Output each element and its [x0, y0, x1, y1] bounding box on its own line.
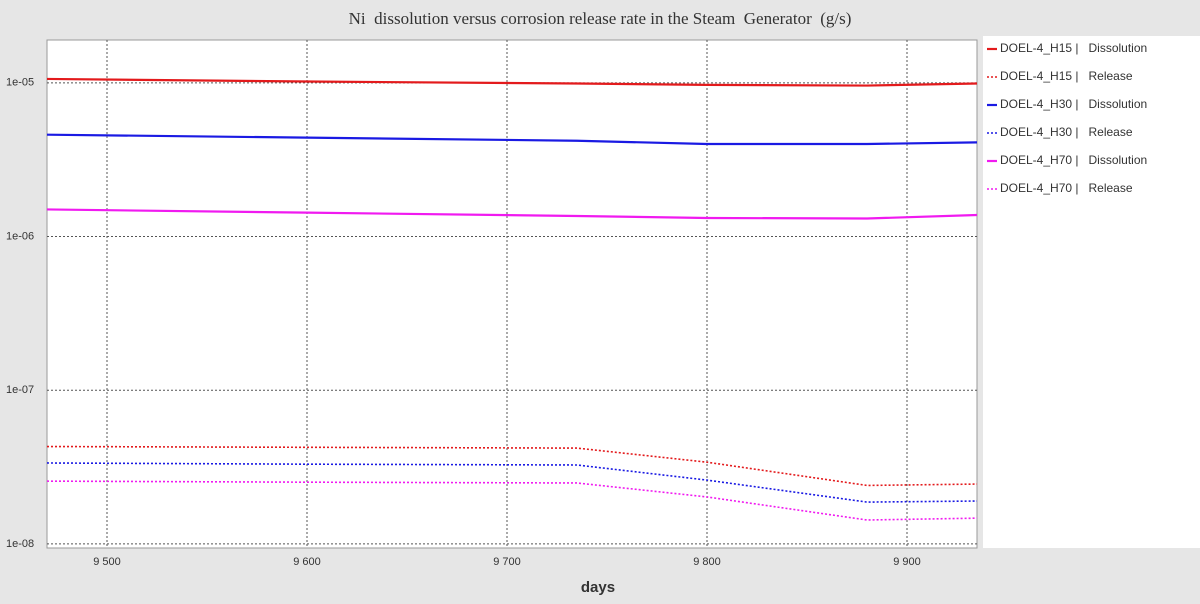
- legend-label: DOEL-4_H30 | Release: [1000, 125, 1133, 139]
- x-tick-label: 9 800: [693, 556, 721, 568]
- legend-label: DOEL-4_H70 | Dissolution: [1000, 153, 1147, 167]
- series-line: [46, 208, 978, 220]
- series-line: [46, 445, 978, 487]
- y-tick-label: 1e-05: [6, 77, 34, 89]
- x-tick-label: 9 900: [893, 556, 921, 568]
- y-tick-label: 1e-08: [6, 538, 34, 550]
- series-line: [46, 480, 978, 521]
- series-line: [46, 462, 978, 503]
- x-tick-label: 9 500: [93, 556, 121, 568]
- x-tick-label: 9 700: [493, 556, 521, 568]
- y-tick-label: 1e-06: [6, 230, 34, 242]
- series-line: [46, 133, 978, 146]
- y-tick-label: 1e-07: [6, 384, 34, 396]
- x-axis-label: days: [581, 579, 615, 596]
- legend-label: DOEL-4_H70 | Release: [1000, 181, 1133, 195]
- legend-panel: [983, 36, 1200, 548]
- legend-label: DOEL-4_H30 | Dissolution: [1000, 97, 1147, 111]
- chart-title: Ni dissolution versus corrosion release …: [349, 9, 852, 28]
- plot-area: [46, 39, 978, 549]
- legend-label: DOEL-4_H15 | Dissolution: [1000, 41, 1147, 55]
- legend-label: DOEL-4_H15 | Release: [1000, 69, 1133, 83]
- x-tick-label: 9 600: [293, 556, 321, 568]
- series-line: [46, 77, 978, 87]
